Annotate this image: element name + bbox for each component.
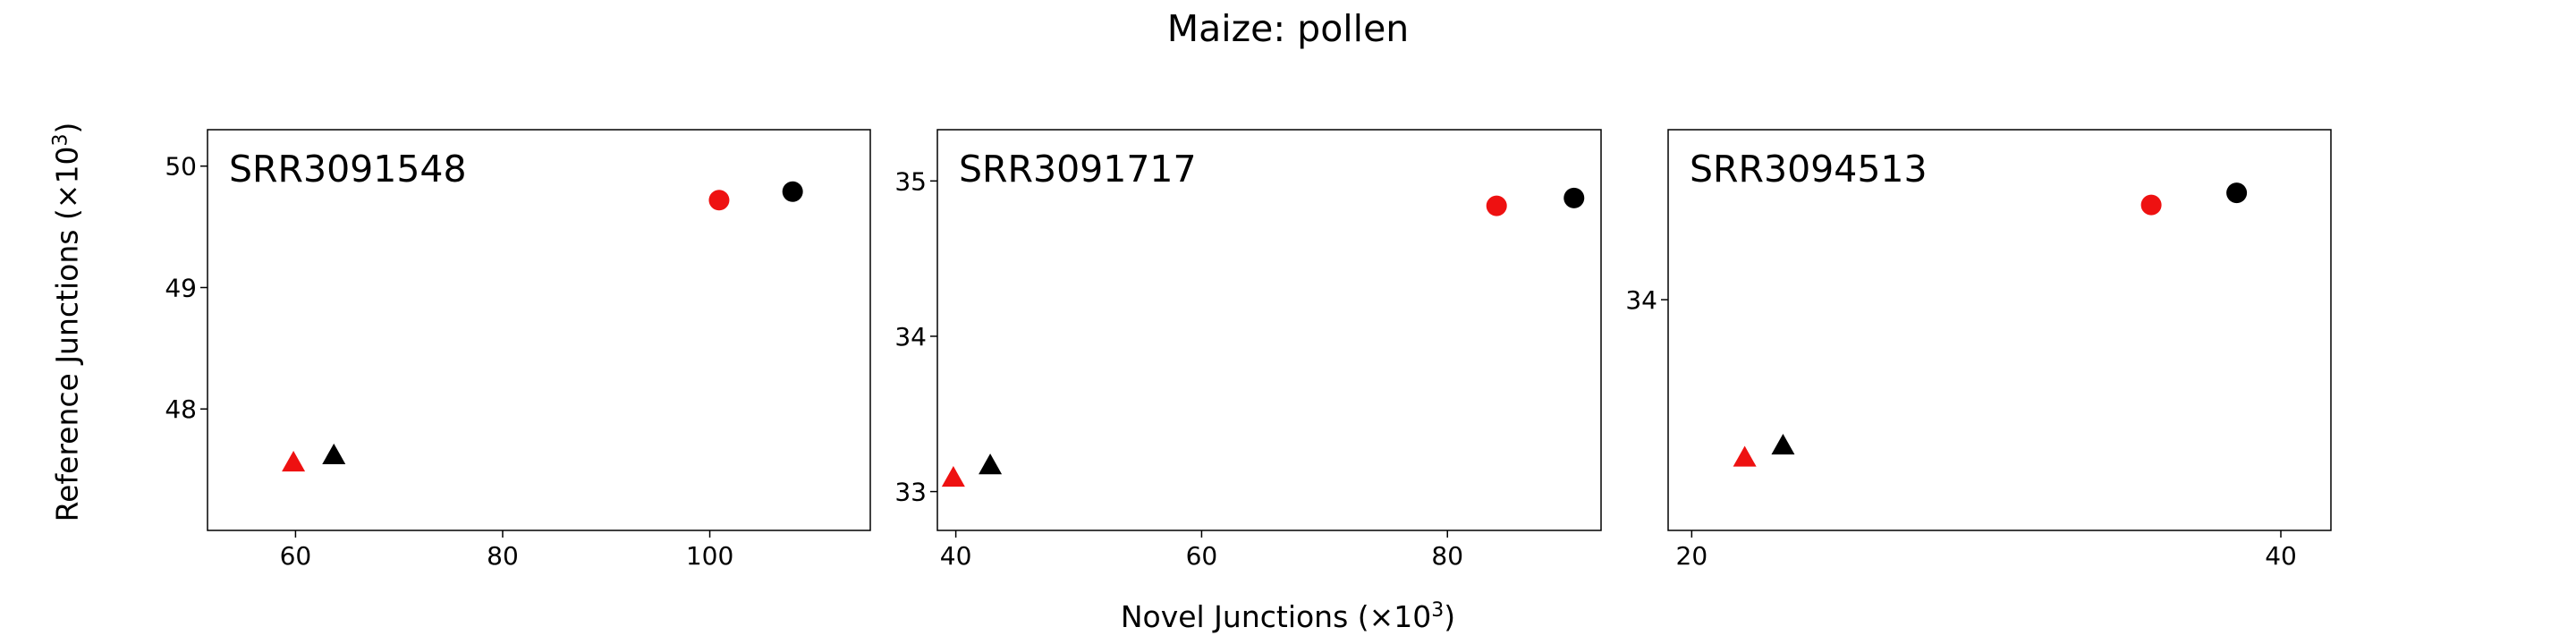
x-axis-label-exponent: 3 bbox=[1431, 599, 1445, 622]
panel-title: SRR3091548 bbox=[229, 148, 467, 191]
x-axis-label-suffix: ) bbox=[1444, 599, 1456, 634]
x-tick-label: 80 bbox=[487, 541, 519, 571]
data-point-black-circle bbox=[2226, 182, 2248, 204]
x-axis-label: Novel Junctions (×103) bbox=[0, 599, 2576, 634]
data-point-black-triangle bbox=[979, 453, 1003, 475]
x-tick-label: 80 bbox=[1431, 541, 1463, 571]
x-axis-label-prefix: Novel Junctions (×10 bbox=[1120, 599, 1432, 634]
x-tick-label: 20 bbox=[1676, 541, 1708, 571]
data-point-red-circle bbox=[1486, 195, 1507, 216]
plot-frame bbox=[1667, 129, 2332, 531]
x-tick-label: 40 bbox=[940, 541, 972, 571]
x-tick-label: 40 bbox=[2265, 541, 2297, 571]
data-point-black-triangle bbox=[322, 443, 346, 464]
y-tick-label: 50 bbox=[165, 152, 197, 182]
data-point-red-triangle bbox=[941, 465, 965, 487]
plot-frame bbox=[207, 129, 871, 531]
y-tick-label: 35 bbox=[894, 166, 927, 196]
panel-title: SRR3091717 bbox=[959, 148, 1197, 191]
panel-3: 20 40 34 SRR3094513 bbox=[1625, 129, 2332, 571]
panel-1: 60 80 100 48 49 50 SRR3091548 bbox=[165, 129, 871, 571]
y-tick-label: 34 bbox=[1625, 285, 1657, 315]
data-point-black-circle bbox=[1563, 187, 1585, 208]
figure-title: Maize: pollen bbox=[1166, 7, 1410, 50]
x-tick-label: 60 bbox=[280, 541, 312, 571]
x-tick-label: 60 bbox=[1186, 541, 1218, 571]
panel-2: 40 60 80 33 34 35 SRR3091717 bbox=[894, 129, 1602, 571]
y-tick-label: 34 bbox=[894, 322, 927, 352]
y-tick-label: 49 bbox=[165, 273, 197, 302]
x-tick-label: 100 bbox=[686, 541, 733, 571]
y-tick-label: 33 bbox=[894, 478, 927, 507]
data-point-red-triangle bbox=[282, 450, 306, 472]
data-point-red-circle bbox=[708, 190, 730, 211]
data-point-black-circle bbox=[782, 181, 803, 202]
data-point-black-triangle bbox=[1771, 433, 1795, 455]
panel-title: SRR3094513 bbox=[1690, 148, 1928, 191]
y-tick-label: 48 bbox=[165, 394, 197, 424]
data-point-red-circle bbox=[2140, 194, 2162, 216]
plot-frame bbox=[936, 129, 1602, 531]
data-point-red-triangle bbox=[1733, 445, 1757, 467]
